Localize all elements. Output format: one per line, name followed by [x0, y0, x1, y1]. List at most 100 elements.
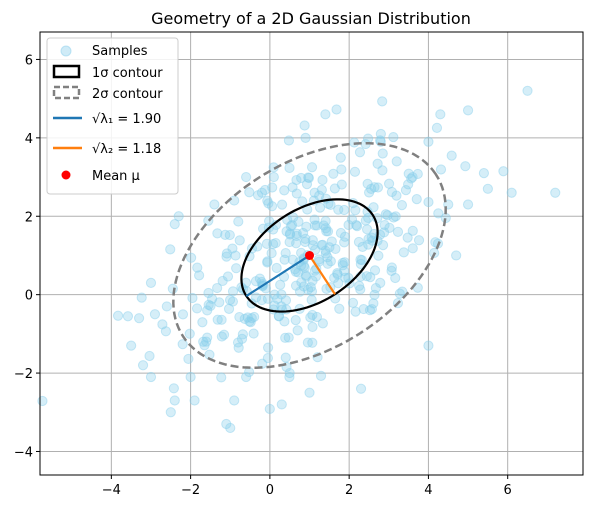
sample-point: [230, 250, 241, 261]
sample-point: [298, 227, 309, 239]
sample-point: [216, 372, 227, 383]
sample-point: [298, 281, 309, 292]
sample-point: [300, 270, 311, 281]
sample-point: [357, 241, 368, 253]
sample-point: [185, 371, 196, 383]
sample-point: [227, 286, 239, 297]
sample-point: [397, 286, 408, 297]
legend-marker-2sigma: [52, 85, 81, 100]
sample-point: [201, 336, 212, 347]
sample-point: [333, 204, 344, 215]
sample-point: [306, 286, 318, 297]
sample-point: [207, 293, 218, 304]
sample-point: [462, 199, 474, 210]
sample-point: [112, 310, 124, 321]
sample-point: [390, 272, 401, 284]
sample-point: [231, 263, 242, 274]
sample-point: [225, 422, 236, 434]
sample-point: [280, 332, 291, 343]
sample-point: [262, 257, 273, 268]
sample-point: [398, 247, 409, 258]
sample-point: [375, 128, 386, 140]
sample-point: [301, 221, 312, 232]
sample-point: [161, 301, 172, 312]
sample-point: [339, 265, 350, 277]
sample-point: [173, 211, 184, 222]
eigenvector-1: [245, 254, 311, 297]
sample-point: [331, 104, 342, 115]
sample-point: [250, 276, 262, 287]
sample-point: [506, 187, 517, 198]
sample-point: [329, 272, 340, 284]
sample-point: [309, 187, 320, 198]
sample-point: [144, 350, 155, 362]
sample-point: [366, 304, 377, 315]
sample-point: [335, 227, 347, 239]
sample-point: [333, 278, 344, 289]
contour-1sigma: [240, 198, 379, 313]
sample-point: [377, 240, 389, 251]
sample-point: [377, 148, 388, 159]
sample-point: [302, 337, 313, 348]
sample-point: [407, 225, 418, 236]
sample-point: [350, 205, 361, 216]
sample-point: [322, 258, 333, 269]
legend-label-eigen1: √λ₁ = 1.90: [92, 112, 161, 127]
sample-point: [300, 132, 311, 143]
sample-point: [313, 254, 325, 265]
sample-point: [284, 162, 295, 174]
sample-point: [262, 293, 274, 304]
sample-point: [212, 282, 223, 294]
sample-point: [391, 190, 402, 201]
sample-point: [339, 237, 350, 248]
sample-point: [355, 284, 366, 295]
sample-point: [284, 229, 296, 240]
sample-point: [306, 294, 317, 305]
sample-point: [292, 325, 303, 336]
sample-point: [349, 166, 361, 177]
sample-point: [303, 172, 314, 183]
sample-point: [191, 303, 203, 314]
sample-point: [227, 243, 238, 254]
sample-point: [291, 174, 302, 186]
sample-point: [337, 257, 348, 269]
y-axis: −4 −2 0 2 4 6: [14, 53, 40, 460]
sample-point: [350, 306, 361, 317]
sample-point: [435, 164, 447, 175]
sample-point: [284, 236, 295, 248]
sample-point: [316, 184, 327, 195]
sample-point: [334, 303, 345, 314]
sample-point: [262, 195, 273, 206]
sample-point: [498, 166, 509, 177]
sample-point: [145, 277, 157, 289]
sample-point: [382, 210, 393, 221]
sample-point: [224, 294, 236, 306]
sample-point: [296, 172, 307, 184]
sample-point: [275, 279, 286, 290]
sample-point: [224, 229, 235, 241]
sample-point: [336, 179, 347, 190]
sample-point: [396, 200, 408, 211]
sample-point: [269, 289, 280, 300]
sample-point: [339, 204, 350, 216]
sample-point: [362, 206, 373, 217]
sample-point: [431, 122, 443, 133]
sample-point: [192, 262, 203, 273]
legend: Samples 1σ contour 2σ contour √λ₁ = 1.90…: [46, 37, 179, 195]
sample-point: [310, 271, 322, 282]
sample-point: [324, 242, 335, 253]
sample-point: [223, 303, 235, 314]
sample-point: [322, 226, 334, 237]
sample-point: [384, 222, 395, 233]
sample-point: [165, 407, 176, 418]
sample-point: [326, 236, 337, 247]
sample-point: [352, 220, 363, 232]
legend-label-samples: Samples: [92, 44, 148, 59]
x-tick-label: 4: [424, 483, 432, 498]
sample-point: [202, 305, 213, 316]
sample-point: [354, 147, 366, 158]
y-tick-label: 6: [25, 53, 33, 68]
sample-point: [294, 286, 306, 297]
sample-point: [266, 201, 278, 212]
sample-point: [283, 135, 295, 146]
